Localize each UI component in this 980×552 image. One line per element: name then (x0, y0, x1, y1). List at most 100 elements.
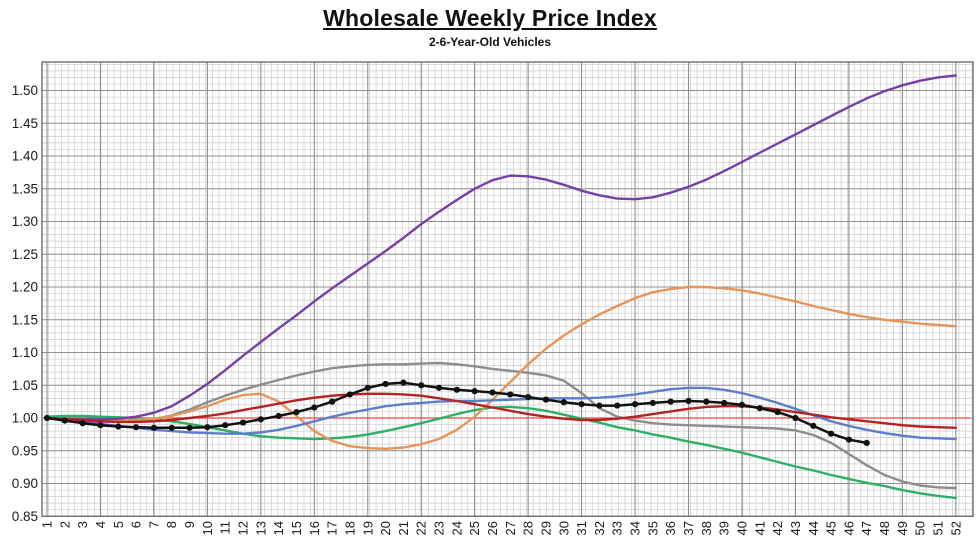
black-dotted-line-marker (150, 424, 158, 431)
black-dotted-line-marker (810, 422, 817, 429)
x-tick-label: 16 (307, 521, 322, 535)
black-dotted-line-marker (756, 405, 763, 412)
black-dotted-line-marker (738, 401, 746, 408)
black-dotted-line-marker (774, 409, 781, 416)
x-tick-label: 23 (432, 521, 447, 535)
black-dotted-line-marker (649, 399, 656, 407)
x-tick-label: 48 (877, 521, 892, 535)
black-dotted-line-marker (507, 391, 514, 398)
x-tick-label: 24 (449, 521, 464, 535)
y-tick-label: 1.30 (12, 214, 38, 229)
x-tick-label: 14 (271, 521, 286, 535)
x-tick-label: 45 (824, 521, 839, 535)
black-dotted-line-marker (596, 402, 603, 409)
black-dotted-line-marker (453, 386, 460, 393)
black-dotted-line-marker (542, 396, 550, 403)
x-tick-label: 27 (503, 521, 518, 535)
y-tick-label: 1.40 (12, 149, 38, 164)
y-tick-label: 1.35 (12, 181, 38, 196)
black-dotted-line-marker (133, 424, 140, 431)
x-tick-label: 40 (734, 521, 749, 535)
black-dotted-line-marker (382, 380, 389, 388)
black-dotted-line-marker (43, 414, 51, 422)
y-tick-label: 1.10 (12, 345, 38, 360)
x-tick-label: 20 (378, 521, 393, 535)
black-dotted-line-marker (685, 397, 692, 405)
x-tick-label: 32 (592, 521, 607, 535)
x-tick-label: 17 (325, 521, 340, 535)
black-dotted-line-marker (525, 393, 532, 401)
x-tick-label: 38 (699, 521, 714, 535)
y-tick-label: 0.85 (12, 509, 38, 524)
black-dotted-line-marker (400, 379, 407, 386)
x-tick-label: 25 (467, 521, 482, 535)
black-dotted-line-marker (560, 399, 567, 406)
black-dotted-line-marker (827, 430, 835, 437)
x-tick-label: 47 (859, 521, 874, 535)
black-dotted-line-marker (222, 422, 229, 429)
black-dotted-line-marker (275, 412, 282, 420)
y-tick-label: 1.25 (12, 247, 38, 262)
black-dotted-line-marker (489, 389, 496, 396)
x-tick-label: 7 (146, 521, 161, 528)
y-tick-label: 1.15 (12, 312, 38, 327)
x-tick-label: 3 (75, 521, 90, 528)
black-dotted-line-marker (792, 414, 799, 422)
x-tick-label: 29 (538, 521, 553, 535)
black-dotted-line-marker (329, 398, 336, 405)
x-tick-label: 6 (129, 521, 144, 528)
x-tick-label: 22 (414, 521, 429, 535)
black-dotted-line-marker (79, 420, 86, 427)
x-tick-label: 28 (521, 521, 536, 535)
x-tick-label: 18 (342, 521, 357, 535)
x-tick-label: 37 (681, 521, 696, 535)
black-dotted-line-marker (204, 424, 211, 431)
x-tick-label: 46 (841, 521, 856, 535)
black-dotted-line-marker (239, 419, 247, 426)
x-tick-label: 35 (645, 521, 660, 535)
x-tick-label: 15 (289, 521, 304, 535)
plot-border (41, 61, 974, 517)
black-dotted-line-marker (115, 423, 122, 430)
x-tick-label: 44 (806, 521, 821, 535)
x-tick-label: 13 (253, 521, 268, 535)
black-dotted-line-marker (418, 382, 425, 389)
series-green-line (45, 405, 957, 500)
black-dotted-line-marker (614, 402, 621, 409)
x-tick-label: 34 (628, 521, 643, 535)
chart-subtitle: 2-6-Year-Old Vehicles (428, 35, 552, 49)
series-red-line (45, 392, 957, 429)
black-dotted-line-marker (721, 399, 728, 407)
x-tick-label: 21 (396, 521, 411, 535)
black-dotted-line-marker (471, 388, 478, 395)
black-dotted-line-marker (578, 401, 585, 408)
x-tick-label: 10 (200, 521, 215, 535)
y-tick-label: 0.95 (12, 443, 38, 458)
series-purple-line (45, 74, 957, 421)
x-tick-label: 1 (40, 521, 55, 528)
black-dotted-line-marker (186, 424, 193, 431)
x-tick-label: 41 (752, 521, 767, 535)
x-tick-label: 9 (182, 521, 197, 528)
y-tick-label: 1.05 (12, 378, 38, 393)
black-dotted-line-marker (346, 391, 354, 398)
x-tick-label: 11 (218, 521, 233, 535)
x-tick-label: 50 (913, 521, 928, 535)
black-dotted-line-marker (667, 398, 674, 405)
x-tick-label: 51 (931, 521, 946, 535)
x-tick-label: 30 (556, 521, 571, 535)
x-tick-label: 5 (111, 521, 126, 528)
y-tick-label: 1.45 (12, 116, 38, 131)
x-tick-label: 49 (895, 521, 910, 535)
x-tick-label: 42 (770, 521, 785, 535)
y-tick-label: 1.50 (12, 83, 38, 98)
series-blue-line (45, 386, 957, 441)
x-tick-label: 52 (948, 521, 963, 535)
black-dotted-line-marker (364, 384, 371, 391)
x-tick-label: 8 (164, 521, 179, 528)
x-tick-label: 19 (360, 521, 375, 535)
series-gray-line (45, 361, 957, 490)
black-dotted-line-marker (168, 424, 175, 431)
